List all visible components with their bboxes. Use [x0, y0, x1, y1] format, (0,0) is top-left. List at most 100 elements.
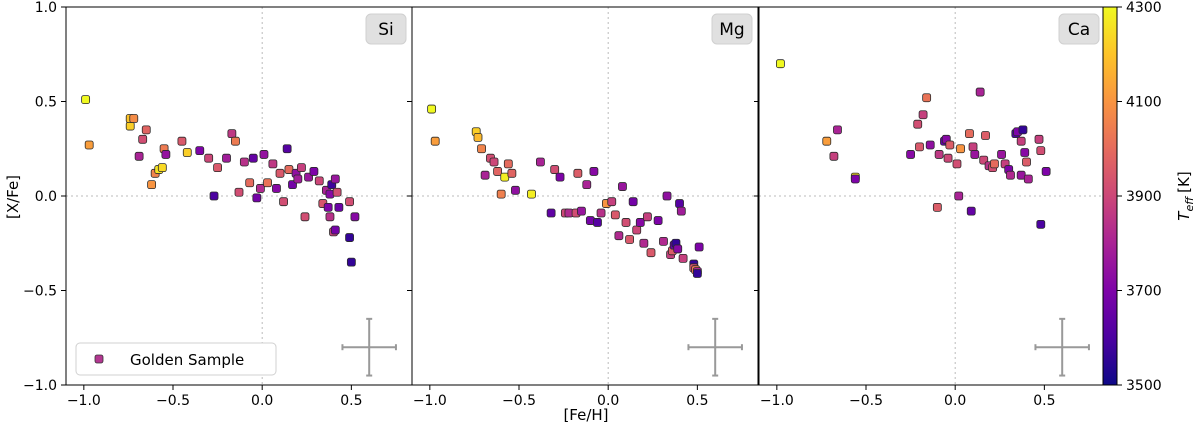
data-point	[293, 174, 303, 184]
colorbar-tick-label: 3900	[1126, 189, 1162, 205]
data-point	[536, 157, 545, 167]
data-point	[1022, 157, 1031, 167]
element-badge	[711, 13, 753, 45]
data-point	[997, 150, 1006, 159]
data-point	[489, 157, 499, 167]
data-point	[577, 206, 586, 216]
data-point	[345, 233, 354, 242]
data-point	[968, 142, 978, 152]
colorbar-tick-label: 4100	[1126, 95, 1162, 111]
x-tick-label: −1.0	[760, 393, 794, 409]
data-point	[932, 202, 942, 212]
x-tick-label: −0.5	[156, 393, 190, 409]
data-point	[628, 197, 638, 207]
data-point	[934, 150, 944, 159]
data-point	[234, 187, 244, 197]
data-point	[692, 269, 702, 278]
x-tick-label: −0.5	[849, 393, 883, 409]
data-point	[350, 212, 360, 222]
data-point	[427, 104, 437, 114]
data-point	[596, 208, 606, 218]
data-point	[675, 199, 684, 208]
data-point	[325, 212, 335, 222]
data-point	[81, 95, 91, 105]
data-point	[990, 159, 999, 169]
x-tick-label: −1.0	[413, 393, 447, 409]
data-point	[646, 248, 656, 258]
data-point	[975, 87, 985, 97]
data-point	[503, 159, 513, 169]
data-point	[643, 212, 652, 222]
data-point	[915, 142, 924, 152]
data-point	[252, 193, 262, 203]
data-point	[1023, 174, 1033, 184]
data-point	[213, 163, 222, 173]
data-point	[1036, 219, 1046, 229]
data-point	[659, 236, 668, 246]
colorbar-label-sub: eff	[1183, 196, 1196, 212]
data-point	[954, 191, 964, 201]
data-point	[259, 150, 269, 159]
legend-label: Golden Sample	[130, 351, 244, 369]
legend-marker	[94, 354, 104, 364]
data-point	[182, 148, 192, 157]
data-point	[275, 168, 285, 178]
data-point	[632, 225, 642, 235]
x-axis-label: [Fe/H]	[563, 406, 608, 424]
colorbar: 3500 3700 3900 4100 4300 Teff [K]	[1102, 0, 1196, 394]
data-point	[913, 119, 923, 129]
data-point	[297, 163, 306, 173]
data-point	[676, 206, 686, 216]
element-label: Si	[378, 20, 394, 40]
data-point	[614, 231, 624, 241]
data-point	[694, 242, 704, 252]
legend-box	[75, 342, 277, 376]
data-point	[332, 187, 342, 197]
y-tick-label: 0.5	[35, 95, 57, 111]
data-point	[227, 129, 237, 139]
data-point	[346, 257, 356, 267]
colorbar-gradient	[1102, 6, 1118, 386]
data-point	[129, 114, 139, 123]
data-point	[334, 202, 344, 212]
data-point	[161, 150, 171, 159]
data-point	[138, 134, 148, 144]
data-point	[1016, 136, 1026, 146]
data-point	[272, 184, 281, 193]
data-point	[625, 235, 634, 244]
data-point	[222, 153, 231, 163]
y-axis-label: [X/Fe]	[4, 175, 22, 219]
data-point	[555, 172, 565, 182]
data-point	[653, 216, 663, 225]
data-point	[209, 191, 219, 201]
data-point	[1041, 167, 1051, 176]
data-point	[970, 150, 980, 159]
y-tick-label: 0.0	[35, 189, 57, 205]
data-point	[635, 218, 645, 227]
colorbar-label: Teff [K]	[1175, 171, 1196, 220]
x-tick-label: 0.0	[597, 393, 619, 409]
data-point	[833, 125, 842, 135]
data-point	[1034, 134, 1044, 144]
data-point	[84, 140, 94, 150]
element-badge	[1058, 13, 1100, 45]
data-point	[925, 140, 935, 150]
error-bar	[1034, 317, 1090, 377]
data-point	[618, 182, 627, 191]
y-tick-label: −1.0	[23, 378, 57, 394]
data-point	[147, 180, 157, 190]
data-point	[125, 121, 135, 131]
data-point	[511, 185, 520, 195]
data-point	[776, 59, 785, 69]
x-tick-label: 0.5	[340, 393, 362, 409]
colorbar-ticks: 3500 3700 3900 4100 4300	[1117, 0, 1162, 394]
data-point	[850, 174, 860, 184]
colorbar-label-unit: [K]	[1175, 171, 1193, 193]
data-point	[507, 168, 517, 178]
data-point	[231, 136, 240, 146]
data-point	[966, 206, 976, 216]
data-point	[1006, 170, 1015, 180]
panel-si: −1.0 −0.5 0.0 0.5 −1.0 −0.5 0.0 0.5 1.0 Si	[23, 0, 413, 409]
data-point	[195, 146, 205, 156]
